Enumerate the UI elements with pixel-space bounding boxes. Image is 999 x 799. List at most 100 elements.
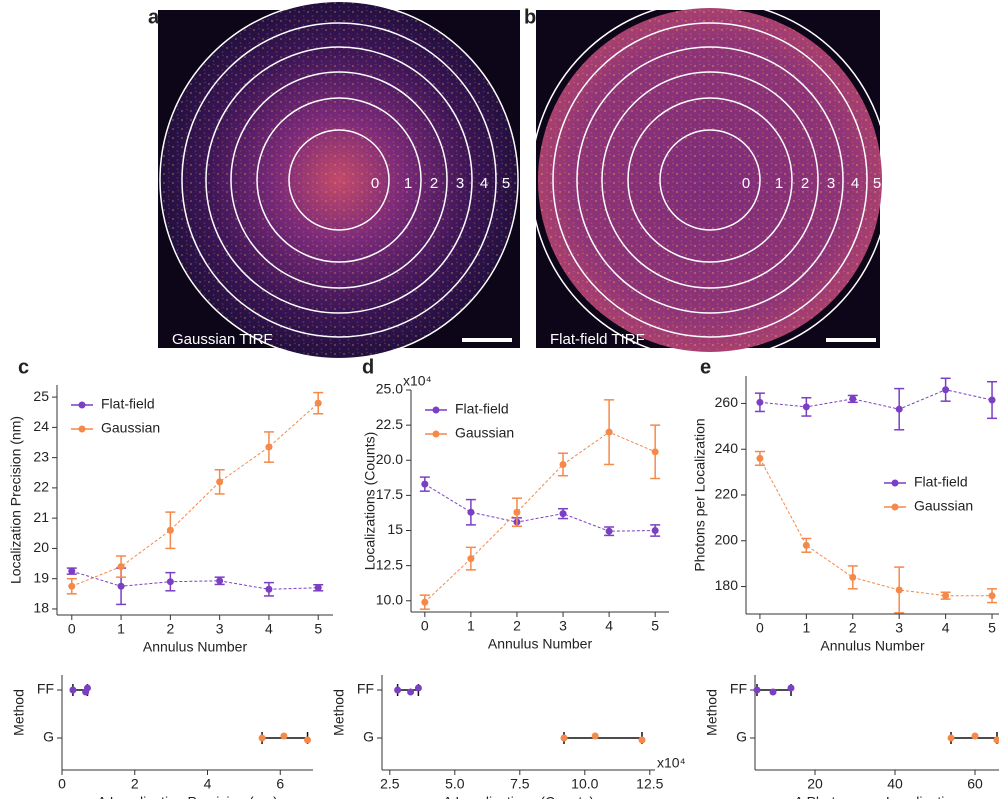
y-axis-label: Method xyxy=(704,689,720,736)
x-tick-label: 0 xyxy=(68,621,76,637)
ring-label: 2 xyxy=(430,175,438,192)
data-point xyxy=(513,508,521,516)
y-tick-label: FF xyxy=(37,681,54,697)
data-point xyxy=(216,577,224,585)
series-line xyxy=(424,483,656,532)
x-tick-label: 3 xyxy=(895,620,903,636)
panel-label: e xyxy=(700,356,711,378)
x-tick-label: 2 xyxy=(513,618,521,634)
y-tick-label: 20 xyxy=(33,539,49,555)
data-point xyxy=(117,582,125,590)
x-axis-label: Annulus Number xyxy=(820,638,925,654)
data-point xyxy=(942,386,950,394)
y-tick-label: 260 xyxy=(715,394,739,410)
data-point xyxy=(651,527,659,535)
y-tick-label: 22.5 xyxy=(376,416,403,432)
series-line xyxy=(424,431,656,603)
data-point xyxy=(559,510,567,518)
data-point xyxy=(421,598,429,606)
x-tick-label: 1 xyxy=(467,618,475,634)
annulus-ring xyxy=(256,97,422,263)
data-point xyxy=(895,586,903,594)
data-point xyxy=(605,428,613,436)
x-tick-label: 2 xyxy=(849,620,857,636)
annulus-ring xyxy=(659,129,761,231)
x-tick-label: 6 xyxy=(276,776,284,792)
data-point xyxy=(849,573,857,581)
x-tick-label: 2.5 xyxy=(380,776,400,792)
x-tick-label: 5 xyxy=(314,621,322,637)
legend-marker xyxy=(432,430,440,438)
ring-label: 2 xyxy=(801,175,809,192)
legend-label: Gaussian xyxy=(101,420,160,436)
data-point xyxy=(216,478,224,486)
data-point xyxy=(83,684,91,692)
data-point xyxy=(117,563,125,571)
x-axis-label: Annulus Number xyxy=(488,636,593,652)
y-tick-label: G xyxy=(43,729,54,745)
ring-label: 0 xyxy=(371,175,379,192)
data-point xyxy=(895,405,903,413)
x-tick-label: 5 xyxy=(988,620,996,636)
data-point xyxy=(638,736,646,744)
x-tick-label: 60 xyxy=(967,776,983,792)
data-point xyxy=(394,686,402,694)
data-point xyxy=(467,508,475,516)
x-tick-label: 0 xyxy=(421,618,429,634)
legend-marker xyxy=(891,479,899,487)
y-tick-label: 10.0 xyxy=(376,591,403,607)
data-point xyxy=(802,403,810,411)
ring-label: 1 xyxy=(404,175,412,192)
y-tick-label: 25 xyxy=(33,388,49,404)
range-bar xyxy=(563,732,643,744)
y-axis-label: Localization Precision (nm) xyxy=(8,416,24,584)
data-point xyxy=(414,684,422,692)
y-tick-label: FF xyxy=(730,681,747,697)
ring-label: 3 xyxy=(827,175,835,192)
data-point xyxy=(421,480,429,488)
y-tick-label: 12.5 xyxy=(376,556,403,572)
y-tick-label: 18 xyxy=(33,600,49,616)
data-point xyxy=(756,454,764,462)
legend-marker xyxy=(78,401,86,409)
y-tick-label: G xyxy=(363,729,374,745)
ring-label: 5 xyxy=(502,175,510,192)
x-tick-label: 1 xyxy=(117,621,125,637)
data-point xyxy=(258,734,266,742)
y-tick-label: 20.0 xyxy=(376,451,403,467)
x-multiplier: x10⁴ xyxy=(657,755,686,771)
data-point xyxy=(407,688,415,696)
data-point xyxy=(304,736,312,744)
data-point xyxy=(467,555,475,563)
x-tick-label: 5.0 xyxy=(445,776,465,792)
x-tick-label: 40 xyxy=(887,776,903,792)
y-tick-label: 180 xyxy=(715,577,739,593)
data-point xyxy=(802,541,810,549)
panel-label: d xyxy=(362,356,374,378)
x-tick-label: 12.5 xyxy=(636,776,663,792)
y-tick-label: 25.0 xyxy=(376,381,403,397)
x-tick-label: 10.0 xyxy=(571,776,598,792)
annulus-ring xyxy=(627,97,793,263)
data-point xyxy=(993,736,999,744)
y-tick-label: 200 xyxy=(715,531,739,547)
annulus-ring xyxy=(288,129,390,231)
data-point xyxy=(988,396,996,404)
data-point xyxy=(605,527,613,535)
ring-label: 4 xyxy=(851,175,859,192)
data-point xyxy=(988,592,996,600)
data-point xyxy=(280,732,288,740)
data-point xyxy=(942,592,950,600)
ring-label: 4 xyxy=(480,175,488,192)
annulus-ring xyxy=(205,46,473,314)
image-texture xyxy=(161,2,517,358)
y-tick-label: G xyxy=(736,729,747,745)
y-axis-label: Method xyxy=(11,689,27,736)
image-a xyxy=(158,2,520,358)
x-tick-label: 3 xyxy=(559,618,567,634)
data-point xyxy=(68,582,76,590)
x-tick-label: 3 xyxy=(216,621,224,637)
annulus-ring xyxy=(552,22,868,338)
ring-label: 1 xyxy=(775,175,783,192)
